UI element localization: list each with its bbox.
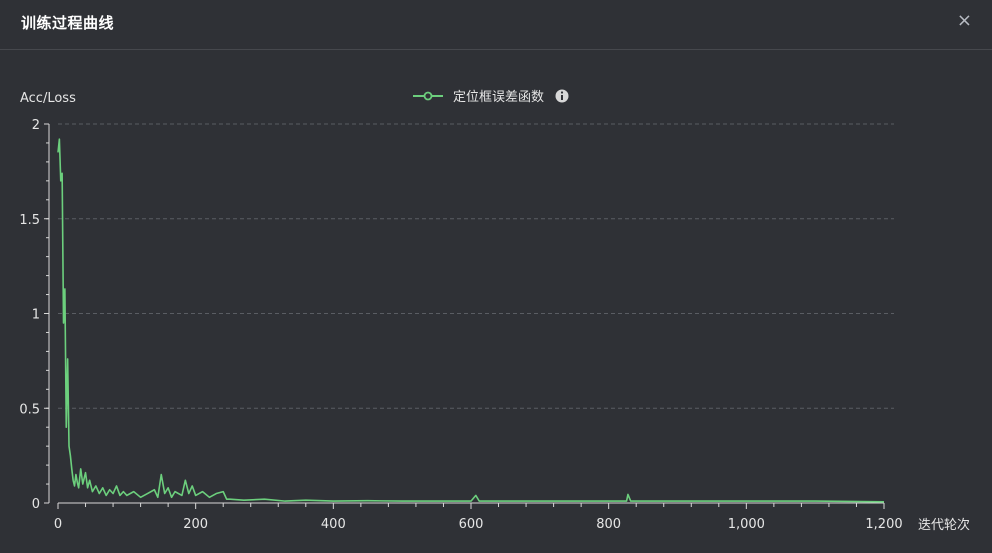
- dialog-title: 训练过程曲线: [21, 14, 115, 32]
- chart-svg: 0 0.5 1 1.5 2 0 200 400 600 800 1,000 1,200 定位框误差函数…: [19, 89, 970, 533]
- dialog-header: 训练过程曲线 ×: [0, 0, 992, 50]
- series-line: [57, 138, 885, 503]
- axis-labels: Acc/Loss 迭代轮次: [20, 91, 970, 533]
- axes: 0 0.5 1 1.5 2 0 200 400 600 800 1,000 1,200: [19, 118, 902, 532]
- x-axis-title: 迭代轮次: [918, 517, 970, 533]
- y-axis-title: Acc/Loss: [20, 91, 76, 106]
- legend[interactable]: 定位框误差函数: [413, 89, 569, 106]
- close-icon[interactable]: ×: [956, 10, 972, 31]
- x-tick-label: 200: [183, 517, 208, 532]
- x-tick-label: 400: [321, 517, 346, 532]
- x-tick-label: 800: [596, 517, 621, 532]
- legend-label[interactable]: 定位框误差函数: [453, 90, 544, 105]
- legend-marker[interactable]: [423, 91, 433, 101]
- series-layer: [57, 138, 885, 503]
- x-tick-label: 0: [54, 517, 62, 532]
- training-chart: 0 0.5 1 1.5 2 0 200 400 600 800 1,000 1,200 定位框误差函数…: [0, 51, 992, 553]
- y-tick-label: 1.5: [19, 213, 40, 228]
- x-tick-label: 600: [459, 517, 484, 532]
- x-tick-label: 1,000: [728, 517, 765, 532]
- info-icon-stem: [561, 95, 563, 100]
- y-tick-label: 2: [32, 118, 40, 133]
- y-tick-label: 0.5: [19, 402, 40, 417]
- grid-lines: [58, 123, 894, 409]
- y-tick-label: 0: [32, 497, 40, 512]
- info-icon-dot: [560, 91, 564, 94]
- x-tick-label: 1,200: [865, 517, 902, 532]
- y-tick-label: 1: [32, 308, 40, 323]
